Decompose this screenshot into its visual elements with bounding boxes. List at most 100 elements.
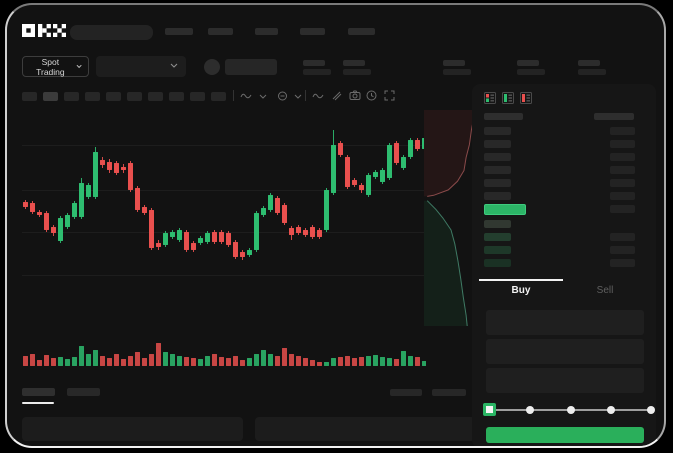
book-split-view-icon[interactable] [484, 92, 496, 104]
camera-icon[interactable] [348, 89, 361, 101]
trading-pair-selector[interactable] [96, 56, 186, 77]
bid-price-bar[interactable] [484, 220, 511, 228]
slider-handle[interactable] [483, 403, 496, 416]
chart-control-placeholder[interactable] [390, 389, 422, 396]
tab-buy[interactable]: Buy [511, 285, 531, 296]
nav-item-placeholder[interactable] [348, 28, 375, 35]
book-sell-view-icon[interactable] [520, 92, 532, 104]
volume-bar [317, 362, 322, 366]
timeframe-button[interactable] [64, 92, 79, 101]
timeframe-button[interactable] [43, 92, 58, 101]
volume-bar [128, 356, 133, 366]
book-buy-view-icon[interactable] [502, 92, 514, 104]
wave-icon[interactable] [311, 90, 324, 101]
nav-item-placeholder[interactable] [300, 28, 325, 35]
brush-icon[interactable] [330, 89, 343, 101]
candle-body [394, 143, 399, 163]
timeframe-button[interactable] [148, 92, 163, 101]
volume-bar [149, 354, 154, 366]
volume-bar [226, 358, 231, 366]
volume-bar [282, 348, 287, 366]
market-type-selector[interactable]: Spot Trading [22, 56, 89, 77]
ticker-stat-value-placeholder [303, 69, 331, 75]
volume-bar [373, 355, 378, 366]
toolbar-divider [233, 90, 234, 101]
slider-dot[interactable] [526, 406, 535, 414]
ask-price-bar[interactable] [484, 153, 511, 161]
timeframe-button[interactable] [190, 92, 205, 101]
bid-amount-bar[interactable] [610, 246, 635, 254]
okx-logo[interactable] [22, 24, 66, 37]
mid-amount-bar[interactable] [610, 205, 635, 213]
buy-submit-button[interactable] [486, 427, 644, 443]
slider-dot[interactable] [566, 406, 575, 414]
depth-bids-line [426, 200, 468, 326]
order-amount-input[interactable] [486, 339, 644, 364]
bid-price-bar[interactable] [484, 259, 511, 267]
volume-bar [261, 350, 266, 366]
chart-tab-placeholder[interactable] [22, 388, 55, 396]
search-input[interactable] [70, 25, 153, 40]
ask-amount-bar[interactable] [610, 179, 635, 187]
volume-bar [212, 354, 217, 366]
candle-body [338, 143, 343, 155]
volume-bar [107, 358, 112, 366]
bid-price-bar[interactable] [484, 246, 511, 254]
ask-price-bar[interactable] [484, 166, 511, 174]
ticker-stat-label-placeholder [517, 60, 539, 66]
ticker-stat-value-placeholder [517, 69, 545, 75]
slider-dot[interactable] [647, 406, 655, 414]
volume-bar [401, 351, 406, 366]
candlestick-chart[interactable] [22, 110, 426, 330]
ask-price-bar[interactable] [484, 179, 511, 187]
ask-price-bar[interactable] [484, 127, 511, 135]
chevron-down-icon[interactable] [258, 92, 267, 100]
order-price-input[interactable] [486, 310, 644, 335]
volume-bar [310, 360, 315, 366]
market-depth-chart[interactable] [424, 110, 478, 326]
mid-price-bar[interactable] [484, 204, 526, 215]
clock-icon[interactable] [365, 89, 378, 101]
timeframe-button[interactable] [22, 92, 37, 101]
order-total-input[interactable] [486, 368, 644, 393]
volume-bar [86, 354, 91, 366]
ticker-stat-label-placeholder [303, 60, 325, 66]
ask-price-bar[interactable] [484, 192, 511, 200]
ask-amount-bar[interactable] [610, 127, 635, 135]
candle-body [121, 167, 126, 170]
ask-amount-bar[interactable] [610, 166, 635, 174]
ask-amount-bar[interactable] [610, 192, 635, 200]
ask-amount-bar[interactable] [610, 140, 635, 148]
candle-body [135, 188, 140, 210]
volume-bar [135, 352, 140, 366]
nav-item-placeholder[interactable] [255, 28, 278, 35]
chart-tab-placeholder[interactable] [67, 388, 100, 396]
timeframe-button[interactable] [106, 92, 121, 101]
timeframe-button[interactable] [169, 92, 184, 101]
candle-body [226, 233, 231, 245]
chart-control-placeholder[interactable] [432, 389, 466, 396]
wave-icon[interactable] [239, 90, 252, 101]
market-type-label: Spot Trading [36, 56, 65, 77]
candle-body [219, 232, 224, 242]
indicator-icon[interactable] [276, 90, 289, 101]
volume-bar [303, 358, 308, 366]
chevron-down-icon[interactable] [293, 92, 302, 100]
bid-amount-bar[interactable] [610, 233, 635, 241]
timeframe-button[interactable] [127, 92, 142, 101]
bid-price-bar[interactable] [484, 233, 511, 241]
tab-sell[interactable]: Sell [596, 285, 614, 296]
fullscreen-icon[interactable] [383, 89, 396, 101]
ticker-stat-label-placeholder [578, 60, 600, 66]
ask-price-bar[interactable] [484, 140, 511, 148]
nav-item-placeholder[interactable] [208, 28, 233, 35]
candle-body [380, 170, 385, 182]
nav-item-placeholder[interactable] [165, 28, 193, 35]
candle-body [331, 145, 336, 193]
volume-bar [23, 356, 28, 366]
bid-amount-bar[interactable] [610, 259, 635, 267]
timeframe-button[interactable] [85, 92, 100, 101]
ask-amount-bar[interactable] [610, 153, 635, 161]
slider-dot[interactable] [606, 406, 615, 414]
timeframe-button[interactable] [211, 92, 226, 101]
